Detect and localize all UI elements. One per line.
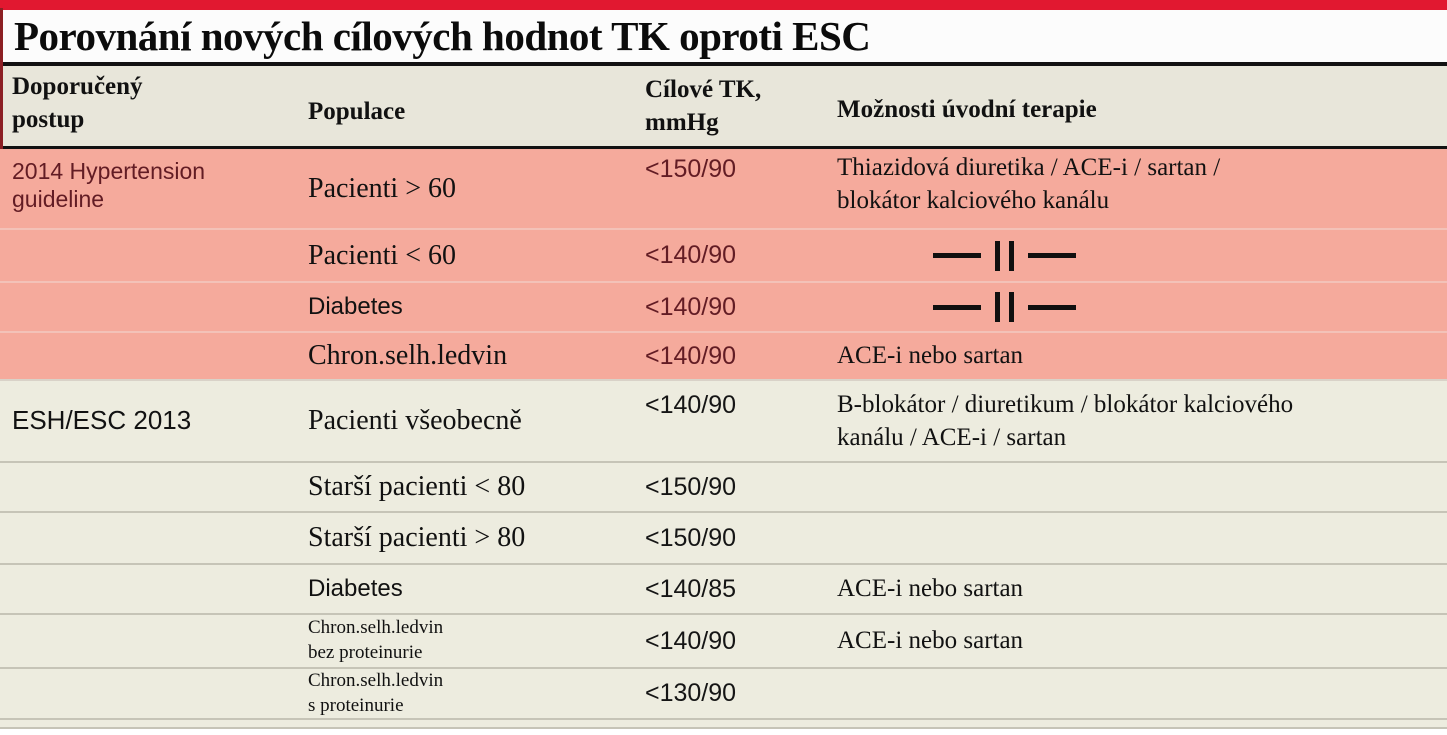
population-cell: Diabetes: [308, 293, 403, 320]
table-body: 2014 Hypertension guideline Pacienti > 60…: [0, 149, 1447, 719]
therapy-cell: ACE-i nebo sartan: [837, 626, 1024, 654]
population-cell: Starší pacienti < 80: [308, 471, 526, 502]
table-row: Starší pacienti < 80 <150/90: [0, 461, 1447, 511]
population-cell: Starší pacienti > 80: [308, 522, 526, 553]
table-row: 2014 Hypertension guideline Pacienti > 60…: [0, 149, 1447, 228]
table-header-row: Doporučený postup Populace Cílové TK, mm…: [0, 66, 1447, 146]
population-cell: Chron.selh.ledvin s proteinurie: [308, 670, 444, 716]
tk-target-cell: <140/90: [645, 292, 737, 321]
population-cell: Diabetes: [308, 575, 403, 602]
therapy-cell: ACE-i nebo sartan: [837, 341, 1024, 369]
table-row: ESH/ESC 2013 Pacienti všeobecně <140/90 B-b…: [0, 379, 1447, 461]
column-header-moznosti-terapie: Možnosti úvodní terapie: [837, 96, 1097, 123]
tk-target-cell: <140/90: [645, 391, 737, 419]
table-row: Diabetes <140/85 ACE-i nebo sartan: [0, 563, 1447, 613]
bottom-empty-row: [0, 718, 1447, 730]
title-row: Porovnání nových cílových hodnot TK opro…: [0, 10, 1447, 62]
therapy-cell: Thiazidová diuretika / ACE-i / sartan / …: [837, 154, 1221, 214]
population-cell: Pacienti všeobecně: [308, 405, 522, 436]
guideline-cell: ESH/ESC 2013: [12, 405, 192, 436]
column-header-populace: Populace: [308, 98, 406, 125]
therapy-cell: [827, 240, 1447, 271]
header-underline: [0, 146, 1447, 149]
slide-title: Porovnání nových cílových hodnot TK opro…: [14, 12, 871, 59]
title-underline: [0, 62, 1447, 66]
table-row: Diabetes <140/90: [0, 281, 1447, 331]
table-row: Pacienti < 60 <140/90: [0, 228, 1447, 281]
left-maroon-border: [0, 8, 3, 149]
therapy-cell: B-blokátor / diuretikum / blokátor kalci…: [837, 391, 1294, 451]
ditto-mark-icon: [933, 292, 1427, 322]
table-row: Chron.selh.ledvin <140/90 ACE-i nebo sarta…: [0, 331, 1447, 379]
population-cell: Pacienti < 60: [308, 239, 456, 271]
column-header-cilove-tk: Cílové TK, mmHg: [645, 76, 762, 136]
column-header-doporuceny-postup: Doporučený postup: [12, 73, 143, 133]
guideline-cell: 2014 Hypertension guideline: [12, 158, 206, 213]
therapy-cell: ACE-i nebo sartan: [837, 574, 1024, 602]
population-cell: Chron.selh.ledvin bez proteinurie: [308, 617, 444, 663]
tk-target-cell: <150/90: [645, 155, 737, 183]
top-red-bar: [0, 0, 1447, 10]
tk-target-cell: <140/90: [645, 341, 737, 370]
table-row: Chron.selh.ledvin bez proteinurie <140/90…: [0, 613, 1447, 667]
tk-target-cell: <150/90: [645, 472, 737, 501]
table-row: Chron.selh.ledvin s proteinurie <130/90: [0, 667, 1447, 719]
table-row: Starší pacienti > 80 <150/90: [0, 511, 1447, 563]
population-cell: Pacienti > 60: [308, 172, 456, 204]
therapy-cell: [827, 292, 1447, 322]
population-cell: Chron.selh.ledvin: [308, 340, 508, 371]
tk-target-cell: <140/90: [645, 241, 737, 269]
tk-target-cell: <130/90: [645, 679, 737, 708]
ditto-mark-icon: [933, 240, 1427, 271]
tk-target-cell: <140/85: [645, 574, 737, 603]
tk-target-cell: <140/90: [645, 626, 737, 655]
tk-target-cell: <150/90: [645, 523, 737, 552]
